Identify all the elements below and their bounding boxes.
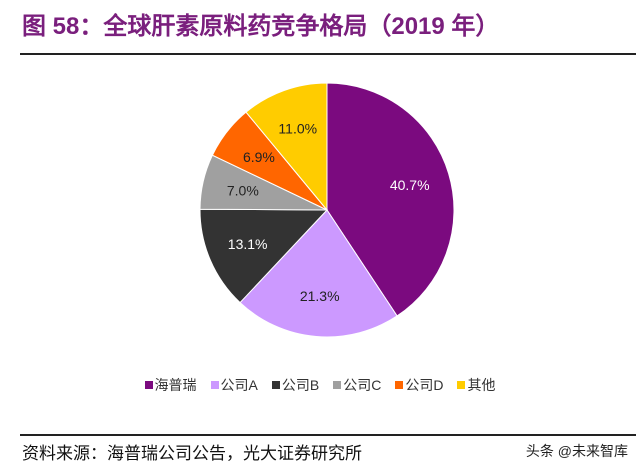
legend-item: 公司A bbox=[210, 375, 258, 395]
legend-swatch bbox=[395, 381, 404, 389]
top-divider bbox=[20, 53, 636, 55]
legend-label: 其他 bbox=[467, 377, 496, 393]
watermark: 头条 @未来智库 bbox=[525, 443, 628, 459]
source-note: 资料来源：海普瑞公司公告，光大证券研究所 bbox=[22, 444, 362, 464]
bottom-divider bbox=[20, 434, 636, 436]
legend-swatch bbox=[210, 381, 219, 389]
data-label: 6.9% bbox=[243, 149, 275, 165]
legend-item: 其他 bbox=[457, 375, 495, 395]
legend-item: 公司B bbox=[271, 375, 320, 395]
legend-swatch bbox=[333, 381, 342, 389]
legend: 海普瑞 公司A 公司B 公司C 公司D 其他 bbox=[0, 375, 640, 395]
legend-label: 公司D bbox=[405, 377, 444, 393]
legend-swatch bbox=[144, 381, 153, 389]
pie-chart: 40.7% 21.3% 13.1% 7.0% 6.9%11.0% bbox=[199, 82, 455, 338]
pie-slice-5 bbox=[245, 82, 328, 212]
data-label: 40.7% bbox=[390, 177, 430, 193]
legend-item: 公司D bbox=[395, 375, 443, 395]
data-label: 21.3% bbox=[300, 288, 340, 304]
pie-slice-1 bbox=[239, 209, 398, 338]
legend-label: 公司C bbox=[343, 377, 382, 393]
chart-title: 图 58：全球肝素原料药竞争格局（2019 年） bbox=[22, 13, 500, 40]
legend-label: 海普瑞 bbox=[154, 377, 197, 393]
legend-item: 公司C bbox=[333, 375, 381, 395]
legend-swatch bbox=[457, 381, 466, 389]
legend-label: 公司A bbox=[220, 377, 258, 393]
pie-slice-2 bbox=[199, 208, 329, 304]
data-label: 7.0% bbox=[227, 183, 259, 199]
legend-label: 公司B bbox=[281, 377, 320, 393]
data-label: 11.0% bbox=[278, 121, 317, 137]
legend-item: 海普瑞 bbox=[144, 375, 197, 395]
data-label: 13.1% bbox=[228, 236, 268, 252]
legend-swatch bbox=[271, 381, 280, 389]
